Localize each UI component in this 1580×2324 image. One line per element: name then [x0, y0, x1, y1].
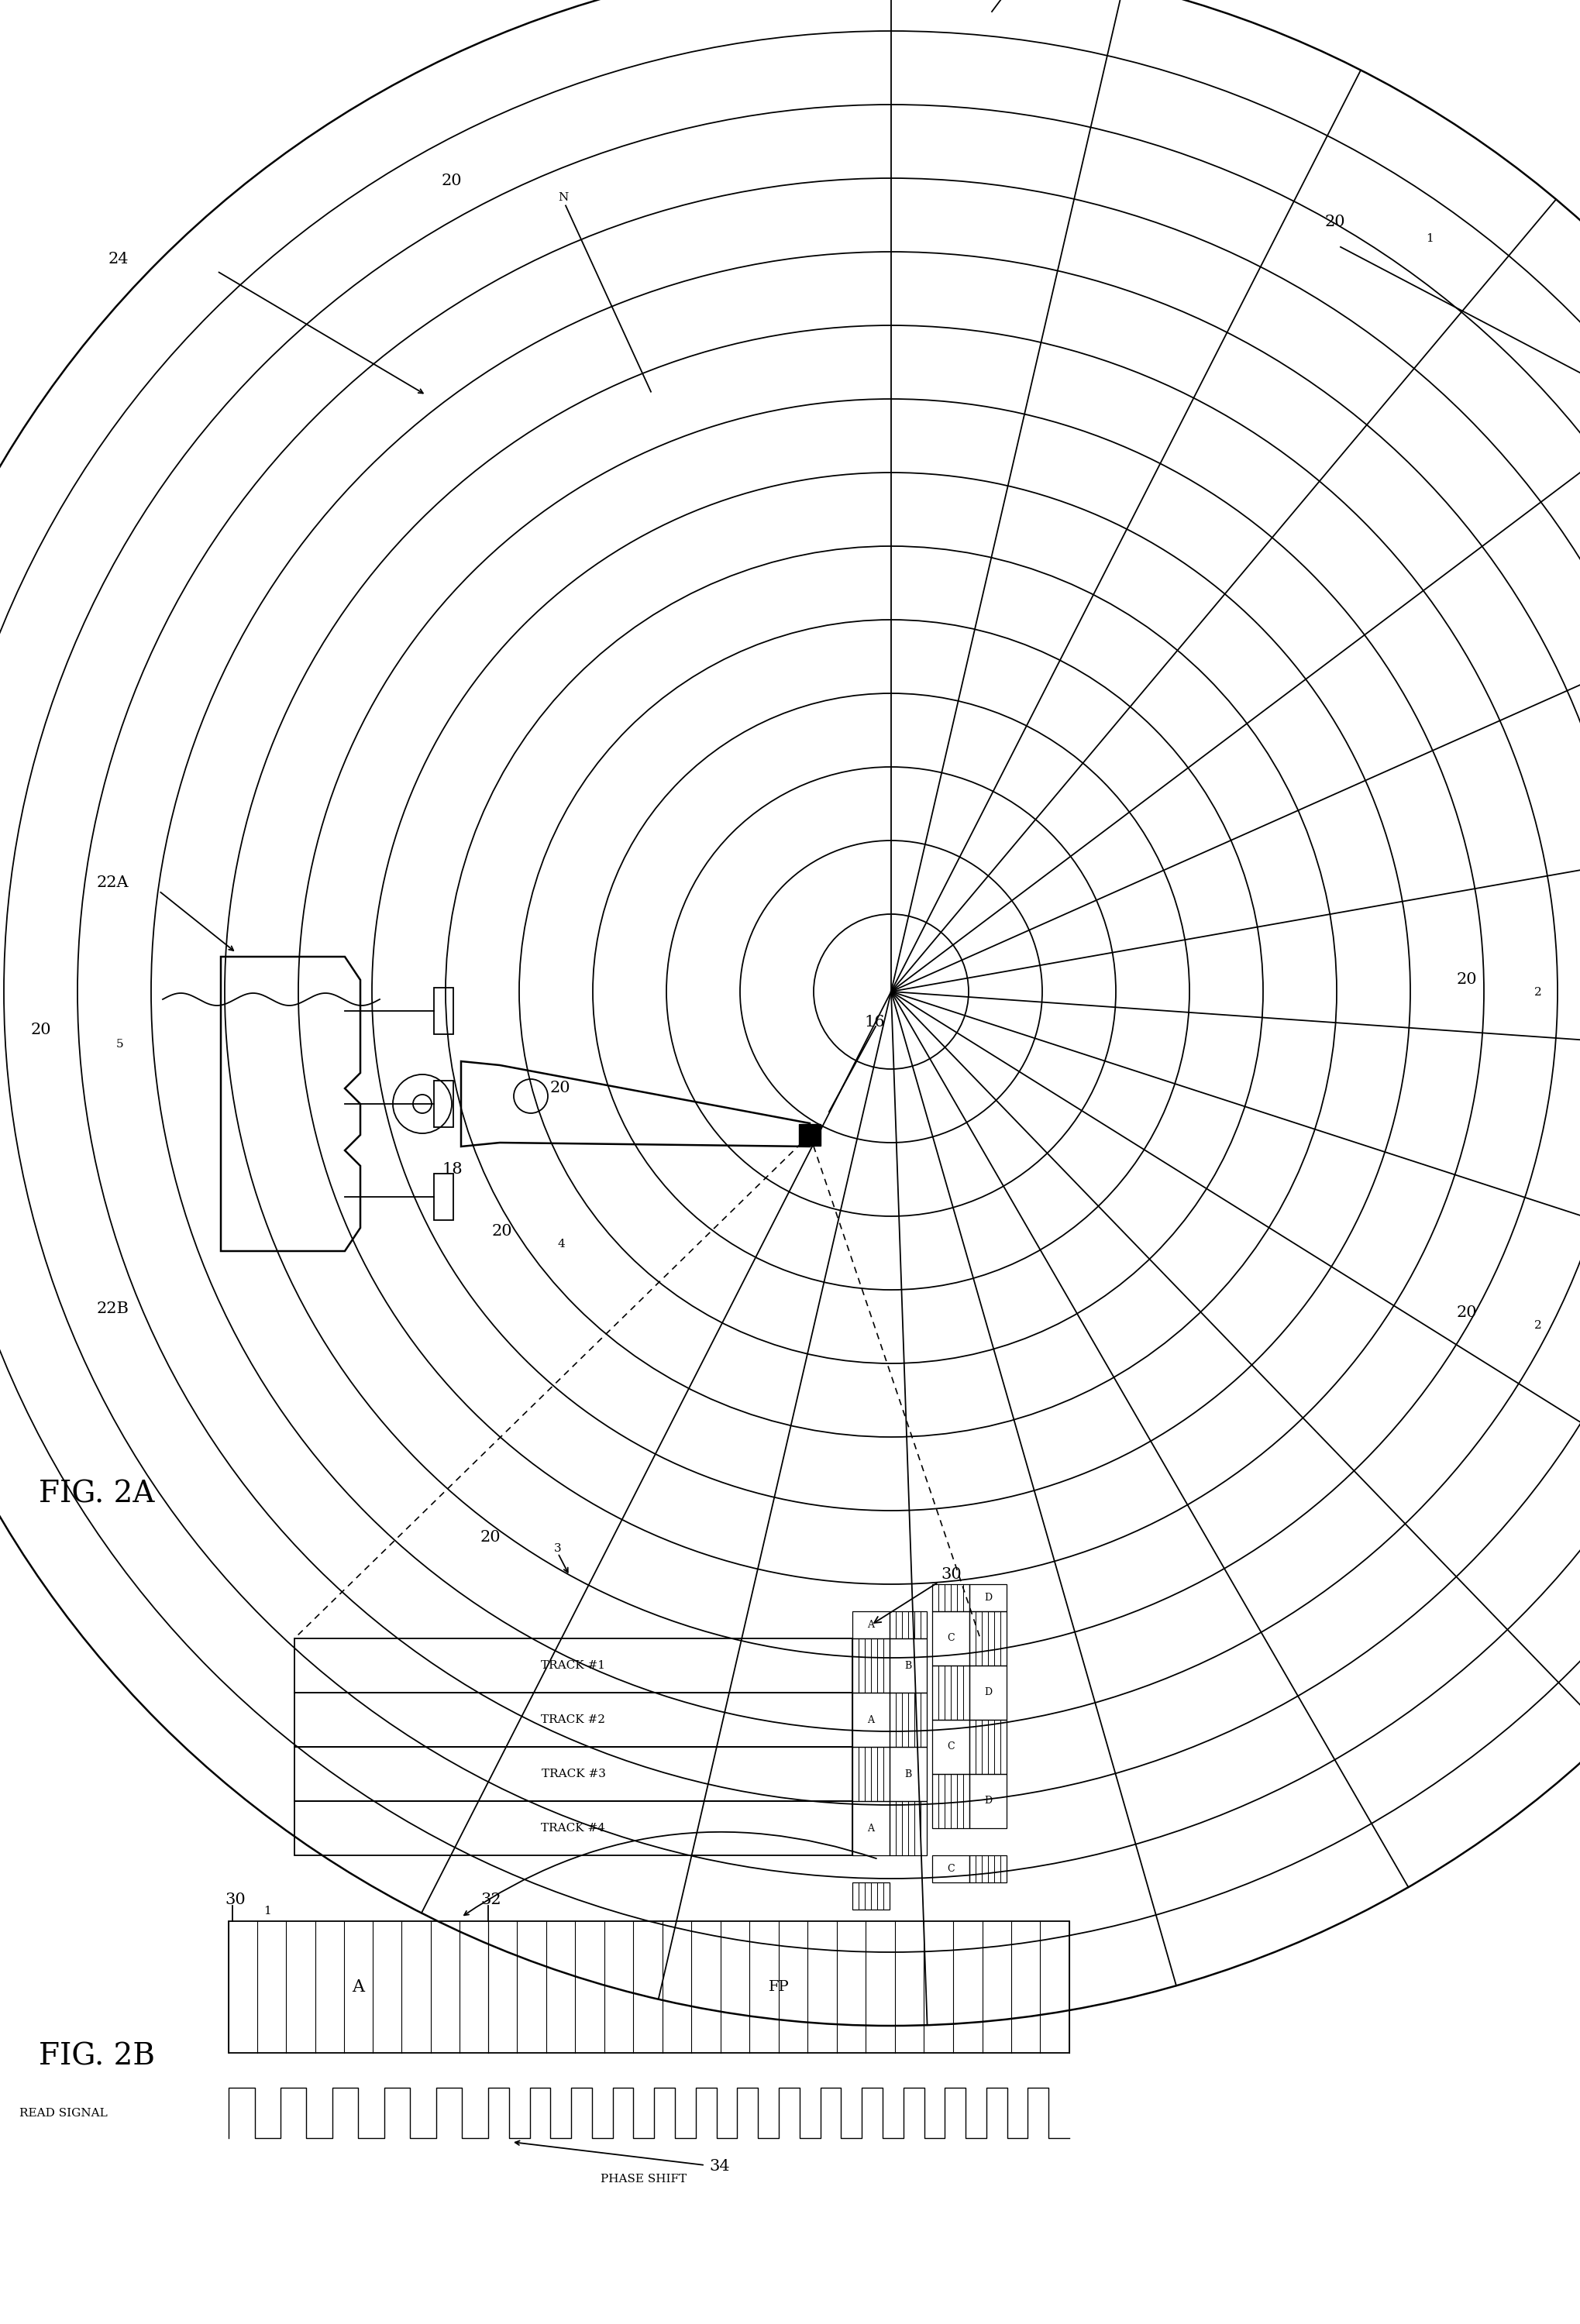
Text: 24: 24 — [109, 251, 130, 267]
Bar — [932, 1585, 969, 1611]
Text: 20: 20 — [1457, 1306, 1477, 1320]
Text: 1: 1 — [1425, 232, 1433, 244]
Bar — [932, 1855, 969, 1882]
Bar — [969, 1855, 1006, 1882]
Text: 30: 30 — [874, 1566, 961, 1622]
Text: READ SIGNAL: READ SIGNAL — [19, 2108, 107, 2119]
Bar — [932, 1666, 969, 1720]
Text: FP: FP — [768, 1980, 788, 1994]
Bar — [852, 1748, 890, 1801]
Bar — [969, 1611, 1006, 1666]
Text: 4: 4 — [558, 1239, 566, 1250]
Text: C: C — [946, 1743, 954, 1752]
Bar — [294, 1692, 852, 1748]
Text: A: A — [867, 1715, 874, 1724]
Text: D: D — [984, 1687, 991, 1697]
Bar — [852, 1801, 890, 1855]
Bar — [890, 1692, 926, 1748]
Text: D: D — [984, 1592, 991, 1604]
Text: 20: 20 — [1324, 214, 1345, 230]
Text: 30: 30 — [224, 1892, 245, 1908]
Text: 1: 1 — [264, 1906, 270, 1917]
Text: TRACK #4: TRACK #4 — [540, 1822, 605, 1834]
Text: A: A — [867, 1822, 874, 1834]
Text: A: A — [352, 1978, 365, 1996]
Bar — [969, 1720, 1006, 1773]
Bar — [852, 1692, 890, 1748]
Text: C: C — [946, 1634, 954, 1643]
Text: 5: 5 — [117, 1039, 123, 1050]
Text: TRACK #3: TRACK #3 — [540, 1769, 605, 1780]
Text: 20: 20 — [441, 174, 461, 188]
Bar — [294, 1638, 852, 1692]
Text: PHASE SHIFT: PHASE SHIFT — [600, 2173, 686, 2185]
Text: TRACK #1: TRACK #1 — [540, 1659, 605, 1671]
Text: 22B: 22B — [96, 1301, 130, 1315]
Bar — [890, 1748, 926, 1801]
Text: A: A — [867, 1620, 874, 1629]
Bar — [932, 1720, 969, 1773]
Bar — [852, 1611, 890, 1638]
Text: 20: 20 — [32, 1023, 52, 1037]
Bar — [852, 1638, 890, 1692]
Text: N: N — [558, 193, 567, 202]
Text: 2: 2 — [1534, 988, 1540, 997]
Text: C: C — [946, 1864, 954, 1873]
Text: 22A: 22A — [96, 876, 130, 890]
Bar — [294, 1748, 852, 1801]
Text: 2: 2 — [1534, 1320, 1540, 1332]
Bar — [852, 1882, 890, 1910]
Text: D: D — [984, 1796, 991, 1806]
Text: B: B — [904, 1769, 912, 1780]
Bar — [294, 1801, 852, 1855]
Bar — [798, 1125, 820, 1146]
Bar — [932, 1611, 969, 1666]
Bar — [969, 1585, 1006, 1611]
Bar — [229, 1922, 1068, 2052]
Text: 34: 34 — [709, 2159, 730, 2173]
Text: FIG. 2A: FIG. 2A — [40, 1480, 155, 1508]
Text: 16: 16 — [864, 1016, 885, 1030]
Text: 20: 20 — [480, 1529, 501, 1545]
Bar — [890, 1611, 926, 1638]
Text: B: B — [904, 1659, 912, 1671]
Text: 32: 32 — [480, 1892, 501, 1908]
Text: 20: 20 — [550, 1081, 570, 1095]
Bar — [932, 1773, 969, 1829]
Bar — [890, 1638, 926, 1692]
Text: 18: 18 — [441, 1162, 461, 1176]
Bar — [969, 1773, 1006, 1829]
Text: FIG. 2B: FIG. 2B — [40, 2043, 155, 2071]
Text: 20: 20 — [1457, 971, 1477, 988]
Text: 3: 3 — [553, 1543, 561, 1555]
Bar — [969, 1666, 1006, 1720]
Text: 20: 20 — [491, 1225, 512, 1239]
Bar — [890, 1801, 926, 1855]
Text: TRACK #2: TRACK #2 — [540, 1715, 605, 1724]
